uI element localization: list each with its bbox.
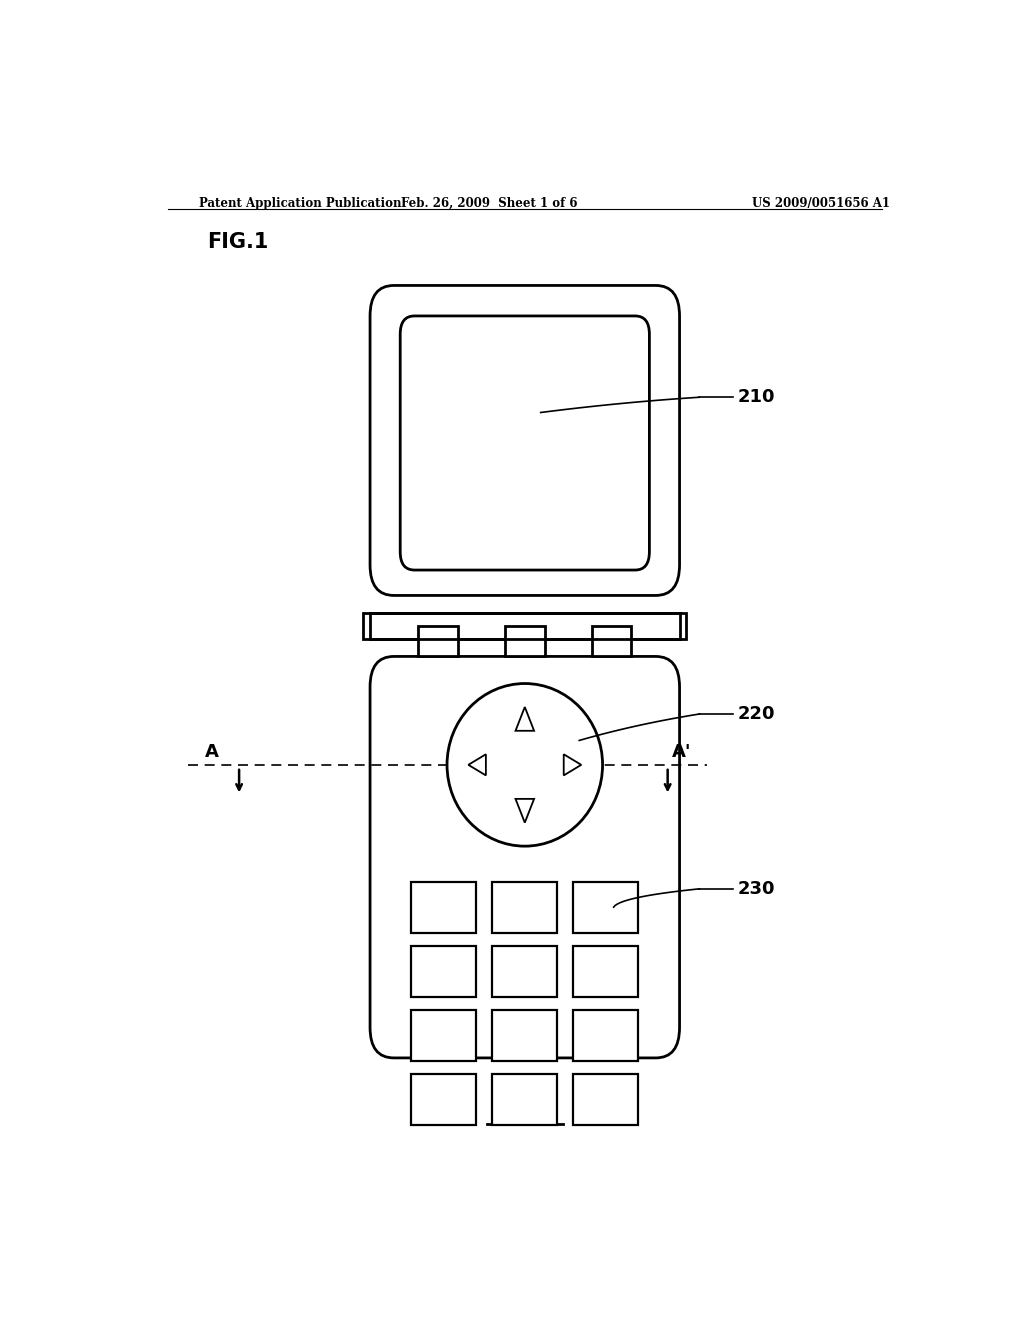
Bar [412, 1074, 476, 1125]
Bar [493, 882, 557, 932]
Text: FIG.1: FIG.1 [207, 231, 268, 252]
Bar [493, 945, 557, 997]
Polygon shape [592, 626, 632, 656]
Text: Patent Application Publication: Patent Application Publication [200, 197, 402, 210]
Bar [493, 1010, 557, 1060]
Text: 230: 230 [737, 880, 775, 898]
Text: 210: 210 [737, 388, 775, 407]
FancyBboxPatch shape [370, 656, 680, 1057]
Text: A: A [206, 743, 219, 760]
Bar [573, 882, 638, 932]
Polygon shape [657, 612, 686, 639]
Polygon shape [364, 612, 392, 639]
FancyBboxPatch shape [400, 315, 649, 570]
Text: A': A' [672, 743, 691, 760]
Bar [412, 945, 476, 997]
Text: Feb. 26, 2009  Sheet 1 of 6: Feb. 26, 2009 Sheet 1 of 6 [400, 197, 578, 210]
Polygon shape [505, 626, 545, 656]
Bar [493, 1074, 557, 1125]
Text: 220: 220 [737, 705, 775, 723]
Text: US 2009/0051656 A1: US 2009/0051656 A1 [752, 197, 890, 210]
FancyBboxPatch shape [370, 285, 680, 595]
Text: 200: 200 [502, 1096, 548, 1115]
Polygon shape [418, 626, 458, 656]
Bar [573, 945, 638, 997]
Bar [573, 1010, 638, 1060]
Bar [412, 1010, 476, 1060]
Ellipse shape [447, 684, 602, 846]
Bar [412, 882, 476, 932]
Bar [573, 1074, 638, 1125]
Bar [370, 612, 680, 639]
